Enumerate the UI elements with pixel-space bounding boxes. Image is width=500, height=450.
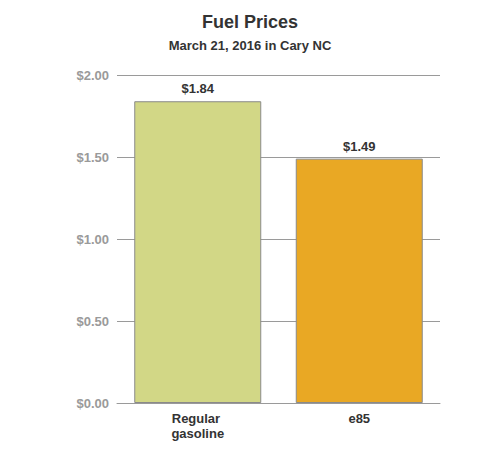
svg-text:$1.00: $1.00 — [76, 232, 109, 247]
svg-text:$1.49: $1.49 — [343, 139, 376, 154]
svg-text:Regular: Regular — [172, 411, 224, 426]
svg-text:$1.50: $1.50 — [76, 150, 109, 165]
svg-text:e85: e85 — [348, 411, 370, 426]
svg-text:$0.00: $0.00 — [76, 396, 109, 411]
svg-text:Fuel Prices: Fuel Prices — [202, 12, 298, 32]
svg-text:March 21, 2016 in Cary NC: March 21, 2016 in Cary NC — [169, 38, 332, 53]
svg-text:$1.84: $1.84 — [181, 81, 214, 96]
svg-text:$0.50: $0.50 — [76, 314, 109, 329]
svg-text:gasoline: gasoline — [171, 426, 224, 441]
svg-text:$2.00: $2.00 — [76, 68, 109, 83]
